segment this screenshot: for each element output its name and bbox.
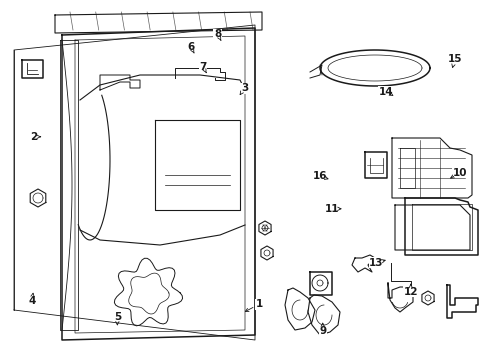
Text: 10: 10 [451,168,466,178]
Text: 14: 14 [378,87,393,97]
Text: 6: 6 [187,42,194,52]
Text: 8: 8 [214,29,221,39]
Text: 9: 9 [319,326,325,336]
Text: 4: 4 [28,296,36,306]
Text: 7: 7 [199,62,206,72]
Text: 15: 15 [447,54,461,64]
Text: 2: 2 [30,132,37,142]
Text: 1: 1 [255,299,262,309]
Text: 3: 3 [241,83,247,93]
Text: 12: 12 [403,287,417,297]
Text: 13: 13 [368,258,383,268]
Text: 11: 11 [325,204,339,214]
Text: 5: 5 [114,312,121,322]
Text: 16: 16 [312,171,327,181]
